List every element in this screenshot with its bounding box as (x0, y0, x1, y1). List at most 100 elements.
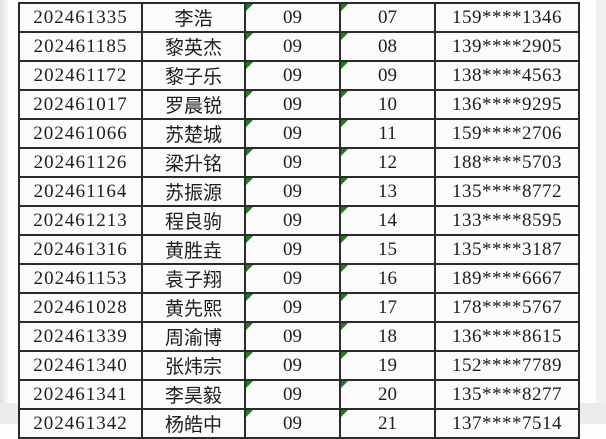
cell-day[interactable]: 10 (339, 89, 436, 120)
cell-phone[interactable]: 133****8595 (434, 205, 580, 236)
table-row: 202461339 周渝博 09 18 136****8615 (18, 321, 580, 352)
cell-month[interactable]: 09 (244, 205, 341, 236)
cell-day[interactable]: 15 (339, 234, 436, 265)
cell-day[interactable]: 20 (339, 379, 436, 410)
cell-student-name[interactable]: 苏振源 (141, 176, 246, 207)
cell-student-name[interactable]: 罗晨锐 (141, 89, 246, 120)
cell-day[interactable]: 14 (339, 205, 436, 236)
cell-day[interactable]: 12 (339, 147, 436, 178)
text-format-indicator-icon (247, 237, 253, 243)
cell-phone[interactable]: 139****2905 (434, 31, 580, 62)
cell-student-id[interactable]: 202461066 (18, 118, 143, 149)
cell-student-id[interactable]: 202461164 (18, 176, 143, 207)
cell-month[interactable]: 09 (244, 321, 341, 352)
cell-student-id[interactable]: 202461316 (18, 234, 143, 265)
cell-month[interactable]: 09 (244, 234, 341, 265)
cell-student-id[interactable]: 202461213 (18, 205, 143, 236)
month-value: 09 (283, 209, 302, 231)
cell-student-name[interactable]: 苏楚城 (141, 118, 246, 149)
text-format-indicator-icon (247, 5, 253, 11)
cell-phone[interactable]: 135****8277 (434, 379, 580, 410)
cell-day[interactable]: 09 (339, 60, 436, 91)
table-body: 202461335 李浩 09 07 159****1346 202461185… (18, 2, 580, 439)
cell-day[interactable]: 11 (339, 118, 436, 149)
cell-student-name[interactable]: 周渝博 (141, 321, 246, 352)
cell-student-id[interactable]: 202461017 (18, 89, 143, 120)
month-value: 09 (283, 267, 302, 289)
cell-student-name[interactable]: 黎子乐 (141, 60, 246, 91)
table-row: 202461172 黎子乐 09 09 138****4563 (18, 60, 580, 91)
cell-month[interactable]: 09 (244, 379, 341, 410)
month-value: 09 (283, 238, 302, 260)
month-value: 09 (283, 93, 302, 115)
cell-phone[interactable]: 135****8772 (434, 176, 580, 207)
cell-student-name[interactable]: 梁升铭 (141, 147, 246, 178)
cell-student-name[interactable]: 张炜宗 (141, 350, 246, 381)
cell-phone[interactable]: 178****5767 (434, 292, 580, 323)
month-value: 09 (283, 6, 302, 28)
cell-student-id[interactable]: 202461335 (18, 2, 143, 33)
cell-phone[interactable]: 189****6667 (434, 263, 580, 294)
table-row: 202461316 黄胜垚 09 15 135****3187 (18, 234, 580, 265)
cell-student-id[interactable]: 202461126 (18, 147, 143, 178)
cell-student-id[interactable]: 202461339 (18, 321, 143, 352)
cell-day[interactable]: 17 (339, 292, 436, 323)
student-roster-table: 202461335 李浩 09 07 159****1346 202461185… (18, 2, 580, 439)
cell-student-id[interactable]: 202461185 (18, 31, 143, 62)
cell-student-id[interactable]: 202461172 (18, 60, 143, 91)
cell-month[interactable]: 09 (244, 176, 341, 207)
cell-phone[interactable]: 136****9295 (434, 89, 580, 120)
cell-student-name[interactable]: 袁子翔 (141, 263, 246, 294)
cell-student-id[interactable]: 202461028 (18, 292, 143, 323)
cell-phone[interactable]: 135****3187 (434, 234, 580, 265)
table-row: 202461126 梁升铭 09 12 188****5703 (18, 147, 580, 178)
cell-day[interactable]: 13 (339, 176, 436, 207)
text-format-indicator-icon (342, 353, 348, 359)
cell-student-name[interactable]: 黄胜垚 (141, 234, 246, 265)
day-value: 17 (378, 296, 397, 318)
month-value: 09 (283, 122, 302, 144)
cell-student-name[interactable]: 黎英杰 (141, 31, 246, 62)
day-value: 16 (378, 267, 397, 289)
cell-phone[interactable]: 159****2706 (434, 118, 580, 149)
text-format-indicator-icon (342, 92, 348, 98)
cell-student-name[interactable]: 黄先熙 (141, 292, 246, 323)
cell-phone[interactable]: 136****8615 (434, 321, 580, 352)
day-value: 13 (378, 180, 397, 202)
cell-student-name[interactable]: 李昊毅 (141, 379, 246, 410)
table-row: 202461153 袁子翔 09 16 189****6667 (18, 263, 580, 294)
cell-month[interactable]: 09 (244, 118, 341, 149)
month-value: 09 (283, 296, 302, 318)
text-format-indicator-icon (247, 92, 253, 98)
text-format-indicator-icon (247, 121, 253, 127)
table-row: 202461335 李浩 09 07 159****1346 (18, 2, 580, 33)
cell-phone[interactable]: 152****7789 (434, 350, 580, 381)
cell-month[interactable]: 09 (244, 89, 341, 120)
table-row: 202461213 程良驹 09 14 133****8595 (18, 205, 580, 236)
cell-month[interactable]: 09 (244, 31, 341, 62)
cell-month[interactable]: 09 (244, 263, 341, 294)
cell-student-id[interactable]: 202461340 (18, 350, 143, 381)
cell-student-name[interactable]: 李浩 (141, 2, 246, 33)
cell-day[interactable]: 16 (339, 263, 436, 294)
cell-month[interactable]: 09 (244, 2, 341, 33)
cell-month[interactable]: 09 (244, 292, 341, 323)
cell-phone[interactable]: 138****4563 (434, 60, 580, 91)
cell-student-id[interactable]: 202461153 (18, 263, 143, 294)
day-value: 14 (378, 209, 397, 231)
text-format-indicator-icon (247, 266, 253, 272)
cell-month[interactable]: 09 (244, 60, 341, 91)
cell-phone[interactable]: 159****1346 (434, 2, 580, 33)
cell-student-id[interactable]: 202461341 (18, 379, 143, 410)
cell-day[interactable]: 19 (339, 350, 436, 381)
cell-month[interactable]: 09 (244, 350, 341, 381)
cell-day[interactable]: 08 (339, 31, 436, 62)
cell-day[interactable]: 07 (339, 2, 436, 33)
cell-day[interactable]: 18 (339, 321, 436, 352)
cell-phone[interactable]: 188****5703 (434, 147, 580, 178)
cell-student-name[interactable]: 程良驹 (141, 205, 246, 236)
day-value: 10 (378, 93, 397, 115)
text-format-indicator-icon (342, 121, 348, 127)
month-value: 09 (283, 325, 302, 347)
cell-month[interactable]: 09 (244, 147, 341, 178)
